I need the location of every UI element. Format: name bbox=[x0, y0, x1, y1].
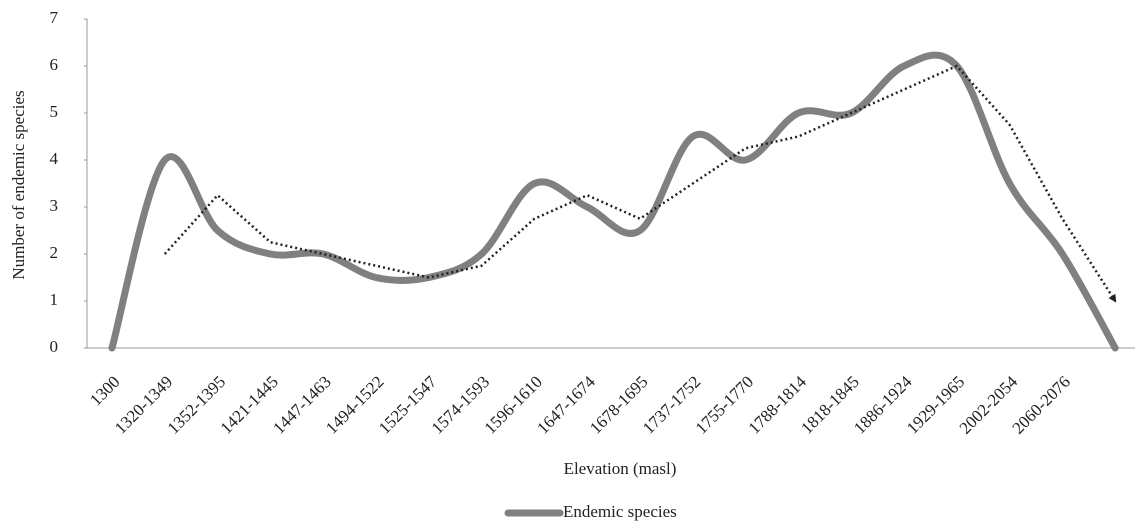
x-tick-label: 1300 bbox=[86, 372, 123, 409]
series-line bbox=[108, 51, 1119, 352]
trend-line bbox=[163, 64, 1117, 303]
x-axis-title: Elevation (masl) bbox=[564, 459, 677, 478]
y-tick-label: 2 bbox=[50, 243, 59, 262]
y-tick-label: 3 bbox=[50, 196, 59, 215]
y-tick-label: 7 bbox=[50, 8, 59, 27]
y-tick-label: 6 bbox=[50, 55, 59, 74]
y-axis-title: Number of endemic species bbox=[9, 90, 28, 279]
y-tick-label: 0 bbox=[50, 337, 59, 356]
legend-label: Endemic species bbox=[563, 502, 677, 521]
y-tick-label: 1 bbox=[50, 290, 59, 309]
x-tick-label: 2060-2076 bbox=[1008, 372, 1074, 438]
y-tick-label: 5 bbox=[50, 102, 59, 121]
y-tick-label: 4 bbox=[50, 149, 59, 168]
